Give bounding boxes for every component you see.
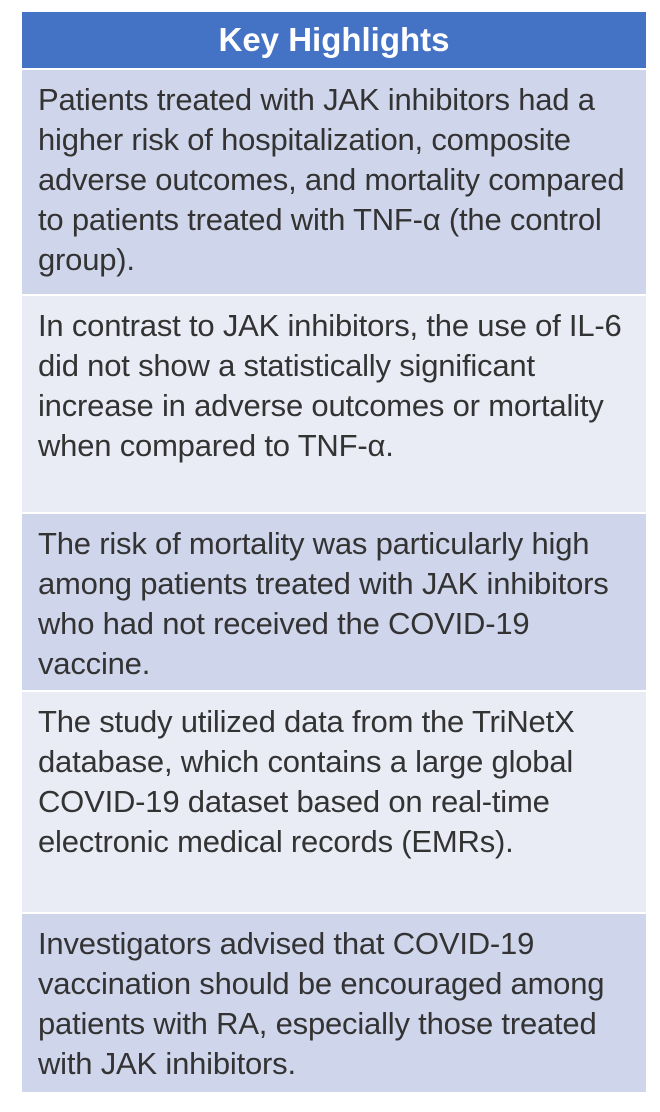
key-highlights-table: Key Highlights Patients treated with JAK…: [22, 12, 646, 1094]
highlight-row-3: The risk of mortality was particularly h…: [22, 514, 646, 692]
header-title: Key Highlights: [218, 21, 450, 58]
highlight-row-1: Patients treated with JAK inhibitors had…: [22, 70, 646, 296]
highlight-row-5: Investigators advised that COVID-19 vacc…: [22, 914, 646, 1094]
table-header: Key Highlights: [22, 12, 646, 70]
highlight-row-2: In contrast to JAK inhibitors, the use o…: [22, 296, 646, 514]
highlight-row-4: The study utilized data from the TriNetX…: [22, 692, 646, 914]
